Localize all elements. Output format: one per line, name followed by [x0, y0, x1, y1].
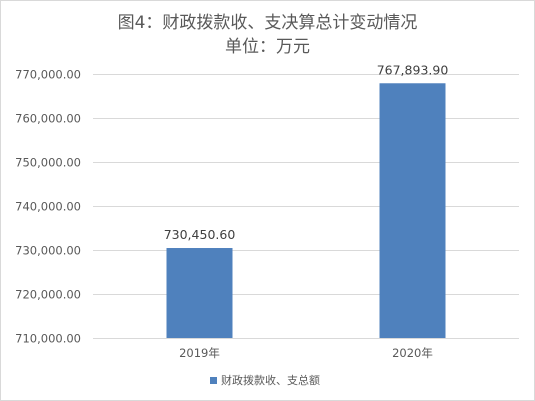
data-label: 767,893.90 [377, 62, 449, 77]
x-category-label: 2019年 [179, 346, 220, 360]
legend: 财政拨款收、支总额 [210, 373, 320, 387]
y-tick-label: 760,000.00 [15, 112, 81, 126]
y-tick-label: 740,000.00 [15, 200, 81, 214]
legend-swatch [210, 377, 217, 384]
y-tick-label: 720,000.00 [15, 288, 81, 302]
data-labels: 730,450.60 767,893.90 [164, 62, 449, 242]
gridlines [93, 74, 519, 339]
bars [166, 83, 446, 338]
data-label: 730,450.60 [164, 227, 236, 242]
y-tick-label: 770,000.00 [15, 68, 81, 82]
y-tick-label: 710,000.00 [15, 332, 81, 346]
bar [166, 248, 233, 338]
x-category-label: 2020年 [392, 346, 433, 360]
y-tick-label: 750,000.00 [15, 156, 81, 170]
y-axis-ticks: 710,000.00 720,000.00 730,000.00 740,000.00… [15, 68, 81, 346]
legend-label: 财政拨款收、支总额 [221, 373, 320, 387]
y-tick-label: 730,000.00 [15, 244, 81, 258]
x-axis-categories: 2019年 2020年 [179, 346, 433, 360]
bar [379, 83, 446, 338]
chart-title: 图4：财政拨款收、支决算总计变动情况 [118, 13, 418, 33]
chart-subtitle: 单位：万元 [225, 37, 310, 57]
